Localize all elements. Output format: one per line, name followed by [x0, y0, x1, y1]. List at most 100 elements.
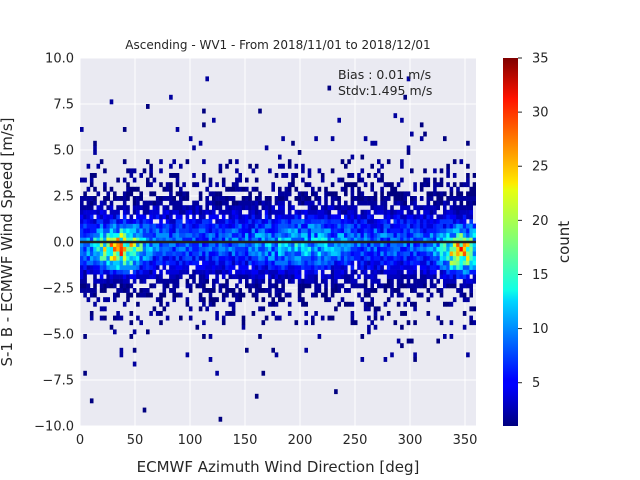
heatmap-cell	[83, 274, 87, 280]
heatmap-cell	[347, 219, 351, 224]
heatmap-cell	[393, 274, 398, 280]
heatmap-cell	[357, 265, 361, 270]
heatmap-cell	[261, 251, 266, 257]
heatmap-cell	[238, 246, 242, 252]
heatmap-cell	[205, 223, 209, 229]
heatmap-cell	[367, 306, 371, 312]
heatmap-cell	[221, 182, 226, 188]
heatmap-cell	[446, 283, 450, 289]
heatmap-cell	[251, 228, 256, 234]
heatmap-cell	[443, 191, 447, 197]
heatmap-cell	[443, 274, 447, 280]
heatmap-cell	[83, 283, 87, 289]
heatmap-cell	[429, 191, 434, 197]
heatmap-cell	[169, 274, 173, 280]
heatmap-cell	[281, 265, 285, 270]
heatmap-cell	[294, 246, 299, 252]
heatmap-cell	[446, 237, 450, 243]
heatmap-cell	[235, 186, 239, 192]
heatmap-cell	[212, 288, 216, 293]
heatmap-cell	[179, 214, 183, 220]
heatmap-cell	[258, 278, 262, 284]
heatmap-cell	[228, 237, 233, 243]
heatmap-cell	[113, 315, 117, 321]
heatmap-cell	[221, 320, 226, 326]
heatmap-cell	[423, 205, 427, 211]
heatmap-cell	[413, 196, 417, 201]
heatmap-cell	[198, 196, 203, 201]
heatmap-cell	[400, 219, 404, 224]
heatmap-cell	[258, 306, 262, 312]
heatmap-cell	[426, 288, 431, 293]
heatmap-cell	[254, 246, 259, 252]
heatmap-cell	[350, 232, 355, 238]
heatmap-cell	[360, 237, 365, 243]
heatmap-cell	[254, 223, 259, 229]
heatmap-cell	[446, 255, 450, 261]
heatmap-cell	[245, 246, 249, 252]
heatmap-cell	[215, 200, 219, 206]
heatmap-cell	[142, 228, 147, 234]
heatmap-cell	[152, 232, 157, 238]
heatmap-cell	[179, 237, 183, 243]
heatmap-cell	[89, 246, 94, 252]
heatmap-cell	[99, 283, 104, 289]
heatmap-cell	[317, 186, 322, 192]
heatmap-cell	[350, 315, 355, 321]
heatmap-cell	[327, 315, 332, 321]
heatmap-cell	[261, 260, 266, 266]
heatmap-cell	[330, 260, 335, 266]
heatmap-cell	[205, 242, 209, 247]
heatmap-cell	[139, 242, 143, 247]
heatmap-cell	[413, 269, 417, 275]
heatmap-cell	[403, 255, 407, 261]
heatmap-cell	[113, 191, 117, 197]
heatmap-cell	[264, 223, 269, 229]
heatmap-cell	[146, 269, 150, 275]
heatmap-cell	[245, 265, 249, 270]
heatmap-cell	[245, 255, 249, 261]
heatmap-cell	[284, 260, 289, 266]
heatmap-cell	[248, 200, 252, 206]
heatmap-cell	[304, 196, 308, 201]
heatmap-cell	[324, 214, 328, 220]
heatmap-cell	[245, 237, 249, 243]
heatmap-cell	[360, 196, 365, 201]
heatmap-cell	[208, 200, 213, 206]
heatmap-cell	[231, 205, 236, 211]
heatmap-cell	[413, 251, 417, 257]
heatmap-cell	[238, 265, 242, 270]
heatmap-cell	[142, 232, 147, 238]
heatmap-cell	[238, 232, 242, 238]
heatmap-cell	[314, 219, 318, 224]
heatmap-cell	[337, 246, 341, 252]
heatmap-cell	[175, 255, 180, 261]
heatmap-cell	[413, 246, 417, 252]
heatmap-cell	[202, 237, 206, 243]
heatmap-cell	[192, 237, 196, 243]
heatmap-cell	[383, 232, 388, 238]
heatmap-cell	[311, 186, 315, 192]
heatmap-cell	[136, 228, 140, 234]
heatmap-cell	[344, 186, 348, 192]
heatmap-cell	[426, 214, 431, 220]
heatmap-cell	[264, 255, 269, 261]
heatmap-cell	[396, 219, 401, 224]
heatmap-cell	[347, 301, 351, 307]
heatmap-cell	[462, 232, 467, 238]
heatmap-cell	[459, 251, 464, 257]
heatmap-cell	[225, 265, 229, 270]
heatmap-cell	[452, 269, 457, 275]
heatmap-cell	[136, 200, 140, 206]
heatmap-cell	[317, 265, 322, 270]
heatmap-cell	[238, 237, 242, 243]
heatmap-cell	[89, 219, 94, 224]
heatmap-cell	[80, 205, 84, 211]
heatmap-cell	[380, 223, 384, 229]
heatmap-cell	[198, 237, 203, 243]
heatmap-cell	[291, 237, 295, 243]
heatmap-cell	[317, 283, 322, 289]
heatmap-cell	[258, 242, 262, 247]
heatmap-cell	[357, 196, 361, 201]
heatmap-cell	[307, 283, 312, 289]
